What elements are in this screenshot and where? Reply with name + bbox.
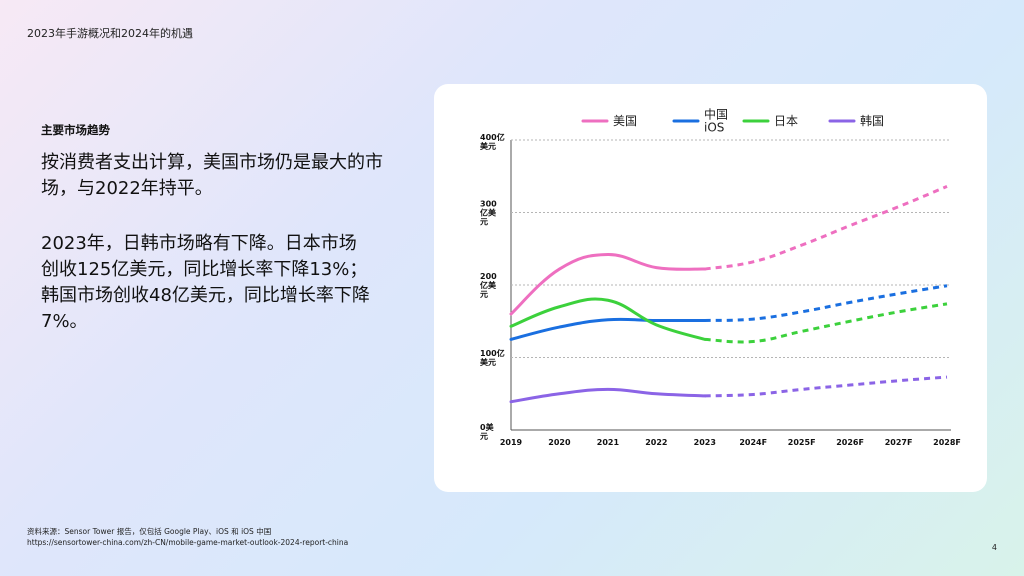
y-tick-label: 200 xyxy=(480,272,497,281)
page-number: 4 xyxy=(991,543,997,552)
y-tick-label: 美元 xyxy=(480,141,496,151)
series-line-forecast xyxy=(704,375,948,398)
legend-label: 韩国 xyxy=(860,113,884,128)
source-note: 资料来源：Sensor Tower 报告，仅包括 Google Play、iOS… xyxy=(27,526,348,548)
y-tick-label: 元 xyxy=(480,290,488,299)
y-tick-label: 元 xyxy=(480,432,488,441)
x-tick-label: 2023 xyxy=(694,438,716,447)
x-tick-label: 2026F xyxy=(836,438,864,447)
x-tick-label: 2022 xyxy=(645,438,667,447)
x-tick-label: 2024F xyxy=(739,438,767,447)
y-tick-label: 0美 xyxy=(480,422,495,432)
source-line: 资料来源：Sensor Tower 报告，仅包括 Google Play、iOS… xyxy=(27,527,272,536)
y-tick-label: 300 xyxy=(480,200,497,209)
series-line-forecast xyxy=(704,302,948,344)
series-line-forecast xyxy=(704,284,948,323)
chart-card: 0美元 100亿 美元 200 亿美元 300 亿美元 400亿 美元 2019 2020 2021 2… xyxy=(434,84,987,492)
y-tick-label: 400亿 xyxy=(480,132,505,142)
x-tick-label: 2028F xyxy=(933,438,961,447)
y-tick-label: 100亿 xyxy=(480,348,505,358)
x-tick-label: 2025F xyxy=(788,438,816,447)
paragraph-us-market: 按消费者支出计算，美国市场仍是最大的市场，与2022年持平。 xyxy=(41,152,383,199)
y-tick-label: 亿美 xyxy=(480,208,497,218)
section-label: 主要市场趋势 xyxy=(41,123,110,137)
legend-label: 中国 xyxy=(704,107,728,122)
source-url: https://sensortower-china.com/zh-CN/mobi… xyxy=(27,538,349,547)
y-tick-label: 亿美 xyxy=(480,280,497,290)
series-line-actual xyxy=(509,317,707,341)
x-tick-label: 2019 xyxy=(500,438,523,447)
x-tick-label: 2020 xyxy=(548,438,571,447)
series-line-actual xyxy=(509,387,707,404)
x-tick-label: 2021 xyxy=(597,438,620,447)
series-line-actual xyxy=(509,297,707,341)
series-line-forecast xyxy=(704,185,948,271)
series-line-actual xyxy=(509,253,707,316)
legend-label: iOS xyxy=(704,121,724,135)
legend-label: 美国 xyxy=(613,114,637,128)
page-header-title: 2023年手游概况和2024年的机遇 xyxy=(27,27,193,40)
y-tick-label: 美元 xyxy=(480,357,496,367)
paragraph-japan-korea: 2023年，日韩市场略有下降。日本市场创收125亿美元，同比增长率下降13%；韩… xyxy=(41,233,370,332)
y-tick-label: 元 xyxy=(480,218,488,227)
x-tick-label: 2027F xyxy=(885,438,913,447)
legend-label: 日本 xyxy=(774,114,798,128)
